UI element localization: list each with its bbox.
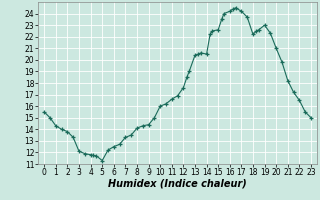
X-axis label: Humidex (Indice chaleur): Humidex (Indice chaleur) xyxy=(108,179,247,189)
